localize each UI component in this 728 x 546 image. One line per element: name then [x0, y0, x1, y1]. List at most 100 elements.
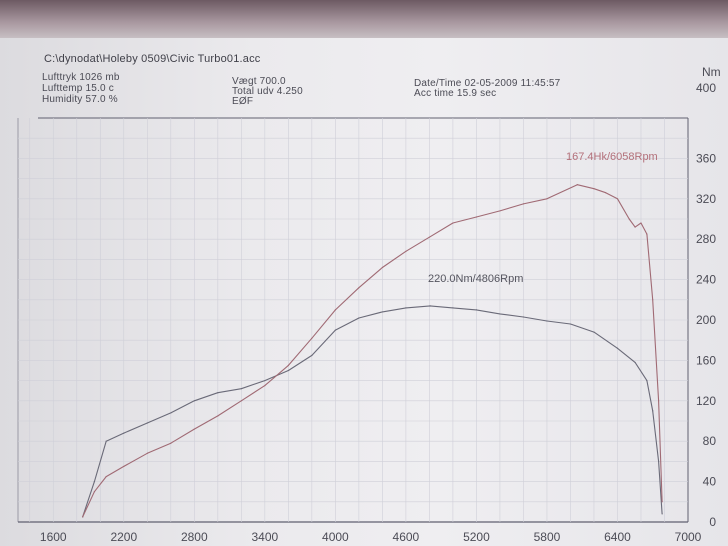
data-point [82, 516, 84, 518]
data-point [628, 218, 630, 220]
data-point [240, 400, 242, 402]
data-point [358, 287, 360, 289]
date-time-label: Date/Time 02-05-2009 11:45:57 [414, 78, 561, 89]
data-point [546, 198, 548, 200]
y-tick-label: 240 [696, 273, 716, 287]
data-point [499, 313, 501, 315]
data-point [264, 385, 266, 387]
data-point [452, 307, 454, 309]
y-tick-label: 160 [696, 353, 716, 367]
weight-label: Vægt 700.0 [232, 76, 286, 87]
data-point [93, 481, 96, 483]
eof-label: EØF [232, 96, 254, 107]
data-point [429, 305, 431, 307]
data-point [287, 369, 289, 372]
data-point [105, 440, 107, 442]
data-point [661, 501, 663, 503]
data-point [634, 361, 636, 364]
data-point [217, 392, 219, 394]
data-point [452, 222, 454, 224]
data-point [193, 428, 195, 430]
x-tick-label: 1600 [40, 530, 67, 544]
data-point [381, 266, 383, 269]
data-point [652, 299, 654, 301]
y-tick-label: 200 [696, 313, 716, 327]
data-point [93, 491, 96, 493]
data-point [405, 250, 407, 252]
x-tick-label: 2800 [181, 530, 208, 544]
data-point [264, 380, 266, 382]
y-tick-label: 400 [696, 81, 716, 95]
data-point [634, 226, 636, 228]
data-point [658, 400, 660, 402]
series-line-power [82, 184, 663, 518]
series-line-torque [82, 305, 663, 518]
data-point [640, 222, 642, 224]
chart-series: 220.0Nm/4806Rpm 167.4Hk/6058Rpm [82, 151, 663, 518]
y-tick-label: 40 [703, 475, 717, 489]
data-point [646, 380, 648, 382]
x-tick-label: 5200 [463, 530, 490, 544]
y-axis-title: Nm [702, 65, 721, 79]
y-axis-ticks: 0 40 80 120 160 200 240 280 320 360 400 [696, 81, 716, 529]
data-point [287, 364, 289, 367]
data-point [123, 465, 125, 468]
total-gear-ratio-label: Total udv 4.250 [232, 86, 303, 97]
data-point [658, 460, 660, 462]
data-point [334, 329, 336, 331]
data-point [311, 337, 313, 339]
data-point [522, 203, 525, 205]
acceleration-time-label: Acc time 15.9 sec [414, 88, 497, 99]
data-point [123, 432, 125, 434]
x-tick-label: 5800 [534, 530, 561, 544]
data-point [405, 307, 407, 309]
data-point [170, 412, 172, 414]
data-point [605, 192, 607, 194]
data-point [170, 442, 172, 444]
file-path-label: C:\dynodat\Holeby 0509\Civic Turbo01.acc [44, 53, 261, 65]
data-point [522, 316, 525, 318]
y-tick-label: 280 [696, 232, 716, 246]
y-tick-label: 120 [696, 394, 716, 408]
x-tick-label: 6400 [604, 530, 631, 544]
data-point [240, 388, 242, 390]
y-tick-label: 320 [696, 192, 716, 206]
air-temp-label: Lufttemp 15.0 c [42, 83, 114, 94]
data-point [381, 311, 383, 313]
torque-peak-label: 220.0Nm/4806Rpm [428, 273, 523, 285]
data-point [193, 400, 195, 402]
data-point [358, 317, 360, 319]
data-point [652, 410, 654, 412]
data-point [146, 422, 148, 424]
x-tick-label: 4000 [322, 530, 349, 544]
y-tick-label: 80 [703, 434, 717, 448]
y-tick-label: 360 [696, 151, 716, 165]
data-point [569, 323, 572, 325]
y-tick-label: 0 [709, 515, 716, 529]
power-peak-label: 167.4Hk/6058Rpm [566, 151, 658, 163]
data-point [616, 198, 619, 200]
x-tick-label: 3400 [251, 530, 278, 544]
x-tick-label: 4600 [393, 530, 420, 544]
data-point [661, 513, 663, 515]
data-point [475, 309, 478, 311]
x-tick-label: 7000 [675, 530, 702, 544]
data-point [217, 415, 219, 417]
data-point [428, 236, 431, 238]
x-axis-ticks: 1600 2200 2800 3400 4000 4600 5200 5800 6400 7000 [40, 530, 702, 544]
data-point [576, 184, 578, 186]
data-point [146, 452, 148, 454]
data-point [334, 309, 336, 311]
data-point [593, 331, 595, 333]
data-point [616, 347, 619, 349]
humidity-label: Humidity 57.0 % [42, 94, 118, 105]
air-pressure-label: Lufttryk 1026 mb [42, 72, 120, 83]
data-point [593, 188, 595, 190]
data-point [546, 320, 548, 322]
data-point [499, 210, 501, 212]
chart-grid [18, 118, 688, 522]
data-point [475, 216, 478, 218]
x-tick-label: 2200 [110, 530, 137, 544]
data-point [105, 475, 107, 478]
